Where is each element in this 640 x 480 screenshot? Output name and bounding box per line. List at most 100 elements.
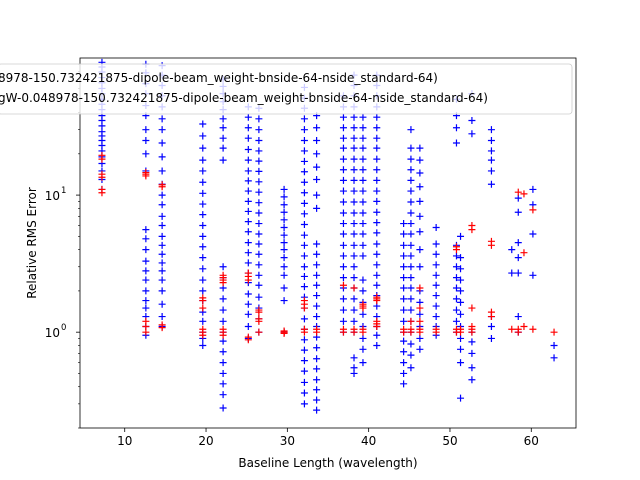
blue-plus-marker <box>199 254 207 262</box>
blue-plus-marker <box>339 230 347 238</box>
blue-plus-marker <box>359 220 367 228</box>
blue-plus-marker <box>350 124 358 132</box>
blue-plus-marker <box>487 147 495 155</box>
blue-plus-marker <box>407 166 415 174</box>
blue-plus-marker <box>339 198 347 206</box>
blue-plus-marker <box>457 345 465 353</box>
blue-plus-marker <box>300 400 308 408</box>
blue-plus-marker <box>468 130 476 138</box>
blue-plus-marker <box>280 224 288 232</box>
blue-plus-marker <box>432 292 440 300</box>
red-plus-marker <box>520 249 528 257</box>
blue-plus-marker <box>300 336 308 344</box>
blue-plus-marker <box>158 250 166 258</box>
blue-plus-marker <box>407 263 415 271</box>
blue-plus-marker <box>400 241 408 249</box>
red-plus-marker <box>529 206 537 214</box>
blue-plus-marker <box>219 156 227 164</box>
blue-plus-marker <box>142 226 150 234</box>
blue-plus-marker <box>514 254 522 262</box>
blue-plus-marker <box>508 269 516 277</box>
red-plus-marker <box>350 284 358 292</box>
red-plus-marker <box>255 306 263 314</box>
blue-plus-marker <box>373 197 381 205</box>
red-plus-marker <box>339 325 347 333</box>
blue-plus-marker <box>219 348 227 356</box>
blue-plus-marker <box>359 124 367 132</box>
blue-plus-marker <box>158 276 166 284</box>
blue-plus-marker <box>255 157 263 165</box>
blue-plus-marker <box>313 261 321 269</box>
blue-plus-marker <box>359 198 367 206</box>
blue-plus-marker <box>359 155 367 163</box>
red-plus-marker <box>255 315 263 323</box>
red-plus-marker <box>550 328 558 336</box>
red-plus-marker <box>158 321 166 329</box>
blue-plus-marker <box>313 292 321 300</box>
blue-plus-marker <box>457 232 465 240</box>
blue-plus-marker <box>457 265 465 273</box>
blue-plus-marker <box>339 155 347 163</box>
blue-plus-marker <box>359 209 367 217</box>
blue-plus-marker <box>313 150 321 158</box>
blue-plus-marker <box>142 276 150 284</box>
blue-plus-marker <box>158 139 166 147</box>
blue-plus-marker <box>487 323 495 331</box>
blue-plus-marker <box>407 230 415 238</box>
blue-plus-marker <box>508 246 516 254</box>
blue-plus-marker <box>244 187 252 195</box>
blue-plus-marker <box>416 334 424 342</box>
red-plus-marker <box>244 269 252 277</box>
blue-plus-marker <box>199 167 207 175</box>
blue-plus-marker <box>219 337 227 345</box>
blue-plus-marker <box>280 297 288 305</box>
blue-plus-marker <box>529 230 537 238</box>
blue-plus-marker <box>255 209 263 217</box>
red-plus-marker <box>416 284 424 292</box>
blue-plus-marker <box>373 331 381 339</box>
blue-plus-marker <box>244 259 252 267</box>
blue-plus-marker <box>400 348 408 356</box>
blue-plus-marker <box>244 239 252 247</box>
blue-plus-marker <box>407 176 415 184</box>
blue-plus-marker <box>487 137 495 145</box>
blue-plus-marker <box>529 271 537 279</box>
blue-plus-marker <box>373 113 381 121</box>
blue-plus-marker <box>373 134 381 142</box>
red-plus-marker <box>158 181 166 189</box>
blue-plus-marker <box>219 317 227 325</box>
blue-plus-marker <box>219 391 227 399</box>
blue-plus-marker <box>313 137 321 145</box>
blue-plus-marker <box>158 212 166 220</box>
blue-plus-marker <box>280 246 288 254</box>
blue-plus-marker <box>432 271 440 279</box>
y-tick-label: 10 <box>45 189 60 203</box>
blue-plus-marker <box>487 126 495 134</box>
blue-plus-marker <box>158 313 166 321</box>
blue-plus-marker <box>280 271 288 279</box>
blue-plus-marker <box>313 313 321 321</box>
blue-plus-marker <box>244 228 252 236</box>
blue-plus-marker <box>373 176 381 184</box>
blue-plus-marker <box>452 124 460 132</box>
blue-plus-marker <box>313 204 321 212</box>
blue-plus-marker <box>432 302 440 310</box>
red-plus-marker <box>452 243 460 251</box>
blue-plus-marker <box>416 228 424 236</box>
blue-plus-marker <box>359 134 367 142</box>
blue-plus-marker <box>339 144 347 152</box>
blue-plus-marker <box>432 224 440 232</box>
blue-plus-marker <box>280 231 288 239</box>
blue-plus-marker <box>416 156 424 164</box>
blue-plus-marker <box>359 166 367 174</box>
blue-plus-marker <box>255 281 263 289</box>
blue-plus-marker <box>300 272 308 280</box>
blue-plus-marker <box>400 230 408 238</box>
blue-plus-marker <box>300 346 308 354</box>
blue-plus-marker <box>359 359 367 367</box>
red-plus-marker <box>300 325 308 333</box>
blue-plus-marker <box>219 144 227 152</box>
blue-plus-marker <box>158 115 166 123</box>
blue-plus-marker <box>457 334 465 342</box>
blue-plus-marker <box>313 240 321 248</box>
